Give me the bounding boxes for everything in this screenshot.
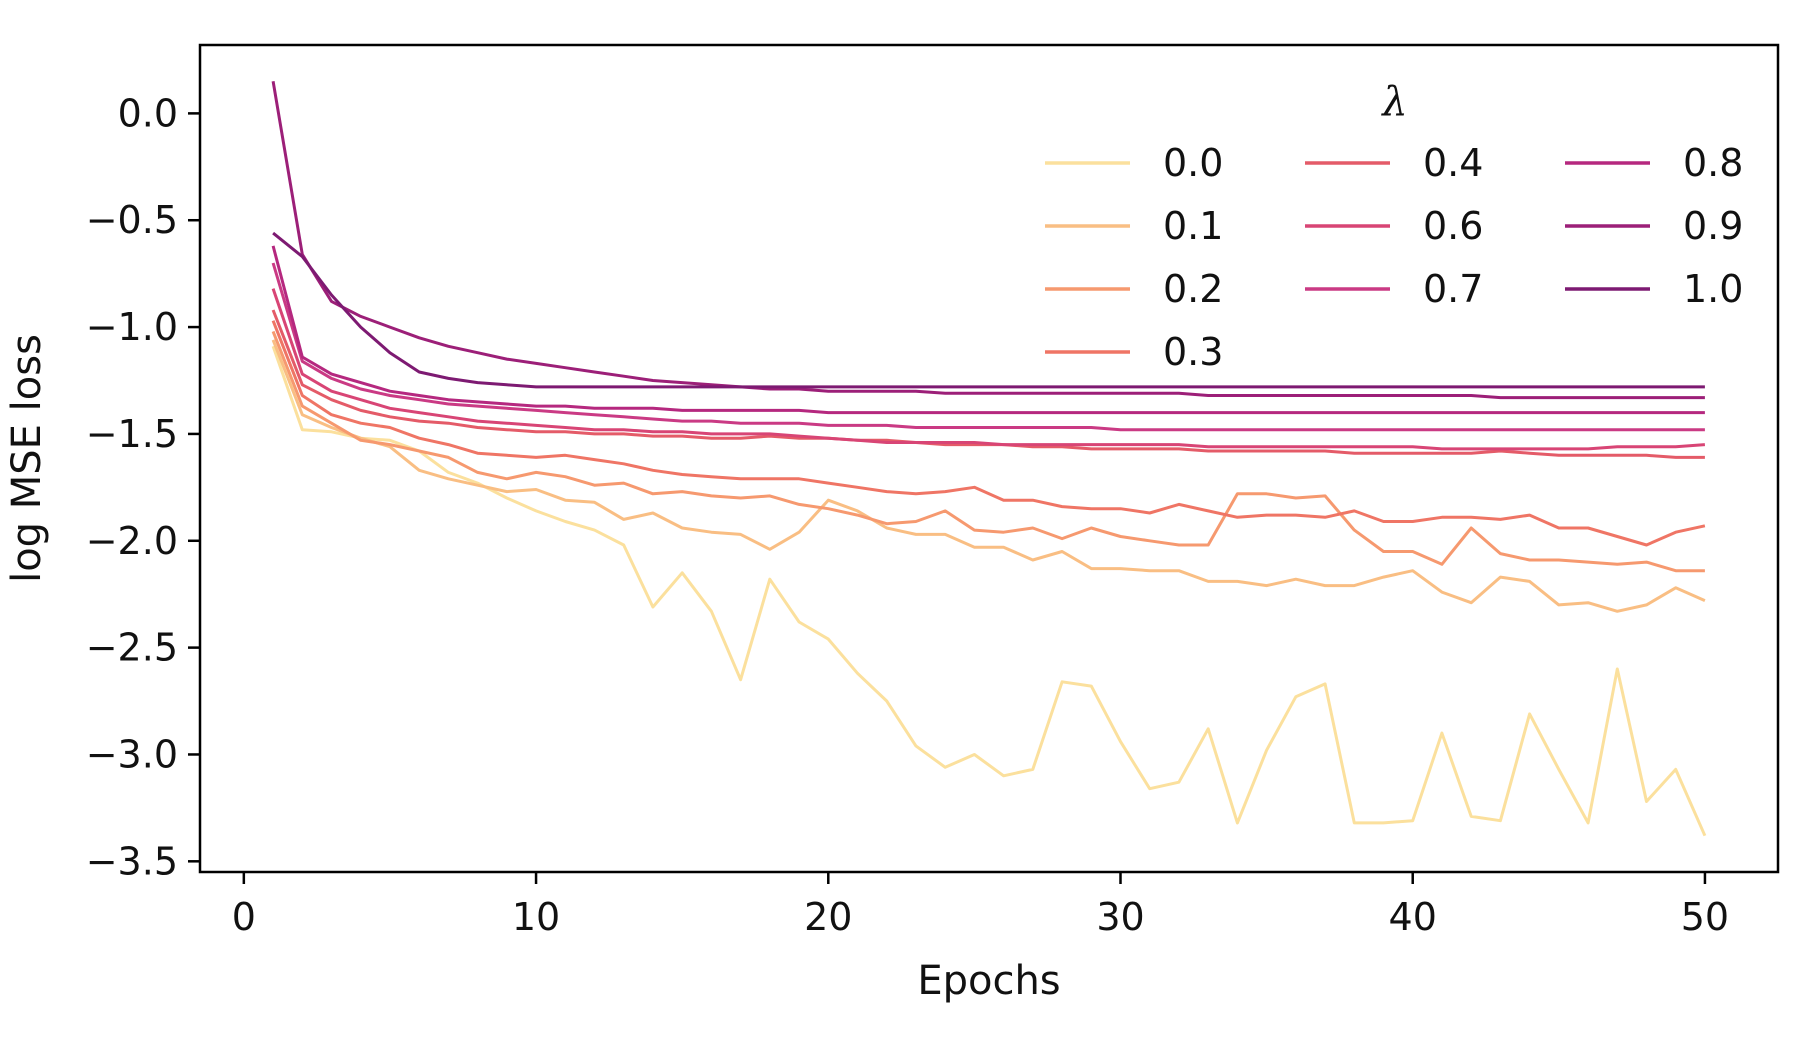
y-tick-label: −0.5 bbox=[86, 198, 178, 242]
series-line-0-3 bbox=[271, 320, 1706, 547]
series-line-0-0 bbox=[271, 345, 1707, 837]
y-tick-label: −3.5 bbox=[86, 839, 178, 883]
series-layer bbox=[271, 81, 1707, 837]
y-tick-label: −3.0 bbox=[86, 732, 178, 776]
series-line-0-2 bbox=[271, 330, 1705, 573]
y-tick-label: −2.0 bbox=[86, 519, 178, 563]
legend-title: λ bbox=[1380, 79, 1407, 125]
x-tick-label: 10 bbox=[512, 895, 560, 939]
series-line-0-6 bbox=[271, 288, 1706, 451]
x-tick-label: 30 bbox=[1096, 895, 1144, 939]
legend-label: 0.7 bbox=[1423, 267, 1483, 311]
legend-label: 0.3 bbox=[1163, 330, 1223, 374]
series-line-0-7 bbox=[271, 262, 1705, 432]
legend-label: 0.1 bbox=[1163, 204, 1223, 248]
series-line-0-1 bbox=[271, 339, 1706, 613]
y-tick-label: −2.5 bbox=[86, 626, 178, 670]
y-tick-label: −1.5 bbox=[86, 412, 178, 456]
y-axis-label: log MSE loss bbox=[4, 334, 50, 583]
x-tick-label: 0 bbox=[232, 895, 256, 939]
legend-label: 0.9 bbox=[1683, 204, 1743, 248]
x-axis: 0 10 20 30 40 50 bbox=[232, 872, 1729, 939]
series-line-1-0 bbox=[272, 231, 1705, 389]
x-tick-label: 50 bbox=[1681, 895, 1729, 939]
x-tick-label: 20 bbox=[804, 895, 852, 939]
legend-label: 0.0 bbox=[1163, 141, 1223, 185]
x-axis-label: Epochs bbox=[917, 958, 1060, 1004]
legend: λ 0.0 0.1 0.2 0.3 0.4 0.6 0.7 0.8 0.9 1.0 bbox=[1045, 79, 1743, 374]
y-tick-label: 0.0 bbox=[118, 91, 178, 135]
series-line-0-9 bbox=[271, 81, 1705, 400]
series-line-0-8 bbox=[271, 245, 1705, 415]
legend-label: 0.8 bbox=[1683, 141, 1743, 185]
y-axis: 0.0 −0.5 −1.0 −1.5 −2.0 −2.5 −3.0 −3.5 bbox=[86, 91, 200, 883]
legend-label: 0.4 bbox=[1423, 141, 1483, 185]
legend-label: 1.0 bbox=[1683, 267, 1743, 311]
x-tick-label: 40 bbox=[1389, 895, 1437, 939]
legend-label: 0.2 bbox=[1163, 267, 1223, 311]
y-tick-label: −1.0 bbox=[86, 305, 178, 349]
plot-frame bbox=[198, 43, 1780, 874]
legend-label: 0.6 bbox=[1423, 204, 1483, 248]
